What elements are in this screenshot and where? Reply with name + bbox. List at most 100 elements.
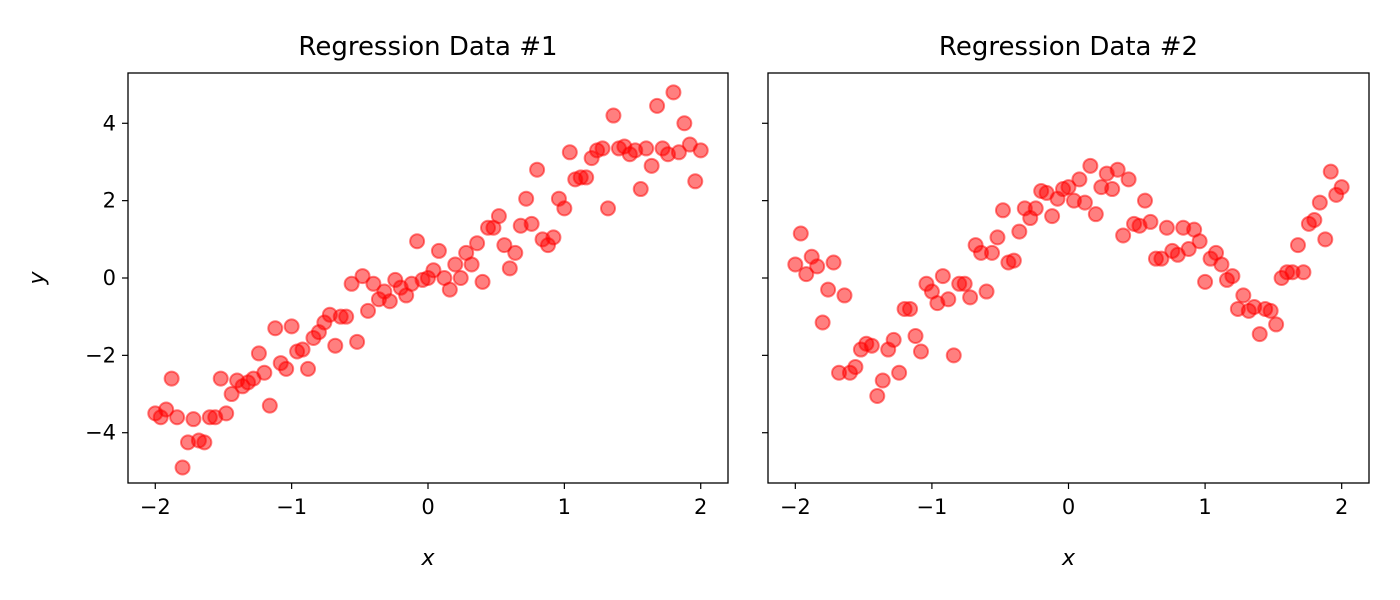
data-point	[1235, 287, 1252, 304]
data-point	[1109, 161, 1126, 178]
data-point	[1306, 211, 1323, 228]
data-point	[956, 275, 973, 292]
x-tick-label: 1	[558, 495, 571, 519]
data-point	[327, 337, 344, 354]
data-point	[792, 225, 809, 242]
data-point	[256, 364, 273, 381]
data-point	[605, 107, 622, 124]
y-tick-label: 4	[103, 111, 116, 135]
data-point	[469, 235, 486, 252]
x-tick-label: 0	[1062, 495, 1075, 519]
data-point	[354, 268, 371, 285]
data-point	[501, 260, 518, 277]
data-point	[978, 283, 995, 300]
data-point	[600, 200, 616, 217]
data-point	[1322, 163, 1339, 180]
y-tick-label: 2	[103, 189, 116, 213]
data-point	[343, 275, 360, 292]
data-point	[441, 281, 458, 298]
data-point	[787, 256, 804, 273]
data-point	[425, 262, 442, 279]
data-point	[984, 244, 1001, 261]
data-point	[1295, 264, 1312, 281]
data-point	[825, 254, 842, 271]
data-point	[300, 360, 316, 377]
data-point	[638, 140, 655, 157]
data-point	[1060, 179, 1077, 196]
data-point	[907, 328, 924, 345]
data-point	[665, 84, 682, 101]
data-point	[1251, 326, 1268, 343]
data-point	[294, 341, 311, 358]
data-point	[934, 268, 951, 285]
series-points	[147, 84, 709, 476]
x-tick-label: −2	[780, 495, 811, 519]
data-point	[169, 409, 186, 426]
x-tick-label: −1	[916, 495, 947, 519]
data-point	[945, 347, 962, 364]
y-tick-label: −2	[85, 343, 116, 367]
data-point	[1317, 231, 1334, 248]
data-point	[863, 337, 880, 354]
x-tick-label: 1	[1198, 495, 1211, 519]
data-point	[632, 181, 649, 198]
x-tick-label: −1	[276, 495, 307, 519]
data-point	[561, 144, 578, 161]
data-point	[490, 208, 507, 225]
series-points	[787, 157, 1350, 404]
data-point	[1082, 157, 1099, 174]
data-point	[820, 281, 837, 298]
data-point	[1180, 240, 1197, 257]
y-tick-label: −4	[85, 421, 116, 445]
data-point	[1005, 252, 1022, 269]
data-point	[1311, 194, 1328, 211]
data-point	[1087, 206, 1104, 223]
data-point	[1027, 200, 1044, 217]
chart-title: Regression Data #1	[298, 32, 557, 62]
data-point	[912, 343, 929, 360]
data-point	[1333, 179, 1350, 196]
data-point	[940, 291, 957, 308]
data-point	[874, 372, 891, 389]
data-point	[1213, 256, 1230, 273]
data-point	[365, 275, 382, 292]
data-point	[902, 300, 919, 317]
x-axis-label: x	[420, 546, 435, 571]
data-point	[1044, 208, 1061, 225]
data-point	[250, 345, 267, 362]
data-point	[891, 364, 908, 381]
data-point	[338, 308, 355, 325]
data-point	[360, 302, 376, 319]
data-point	[676, 115, 693, 132]
y-tick-label: 0	[103, 266, 116, 290]
data-point	[1076, 194, 1093, 211]
x-tick-label: 2	[694, 495, 707, 519]
chart-title: Regression Data #2	[939, 32, 1198, 62]
data-point	[1262, 302, 1279, 319]
data-point	[349, 333, 366, 350]
data-point	[1136, 192, 1153, 209]
data-point	[1158, 219, 1175, 236]
data-point	[994, 202, 1011, 219]
data-point	[578, 169, 595, 186]
data-point	[809, 258, 826, 275]
panel-regression-data-2: −2 −1 0 1 2 Regression Data #2 x	[762, 32, 1370, 571]
data-point	[381, 293, 398, 310]
data-point	[649, 97, 666, 114]
data-point	[529, 161, 546, 178]
data-point	[430, 242, 447, 259]
data-point	[447, 256, 464, 273]
data-point	[643, 157, 660, 174]
data-point	[687, 173, 704, 190]
data-point	[670, 144, 687, 161]
data-point	[1104, 181, 1121, 198]
data-point	[594, 140, 611, 157]
data-point	[283, 318, 300, 335]
data-point	[1142, 213, 1159, 230]
data-point	[223, 386, 240, 403]
data-point	[1224, 268, 1241, 285]
data-point	[185, 411, 202, 428]
data-point	[174, 459, 191, 476]
